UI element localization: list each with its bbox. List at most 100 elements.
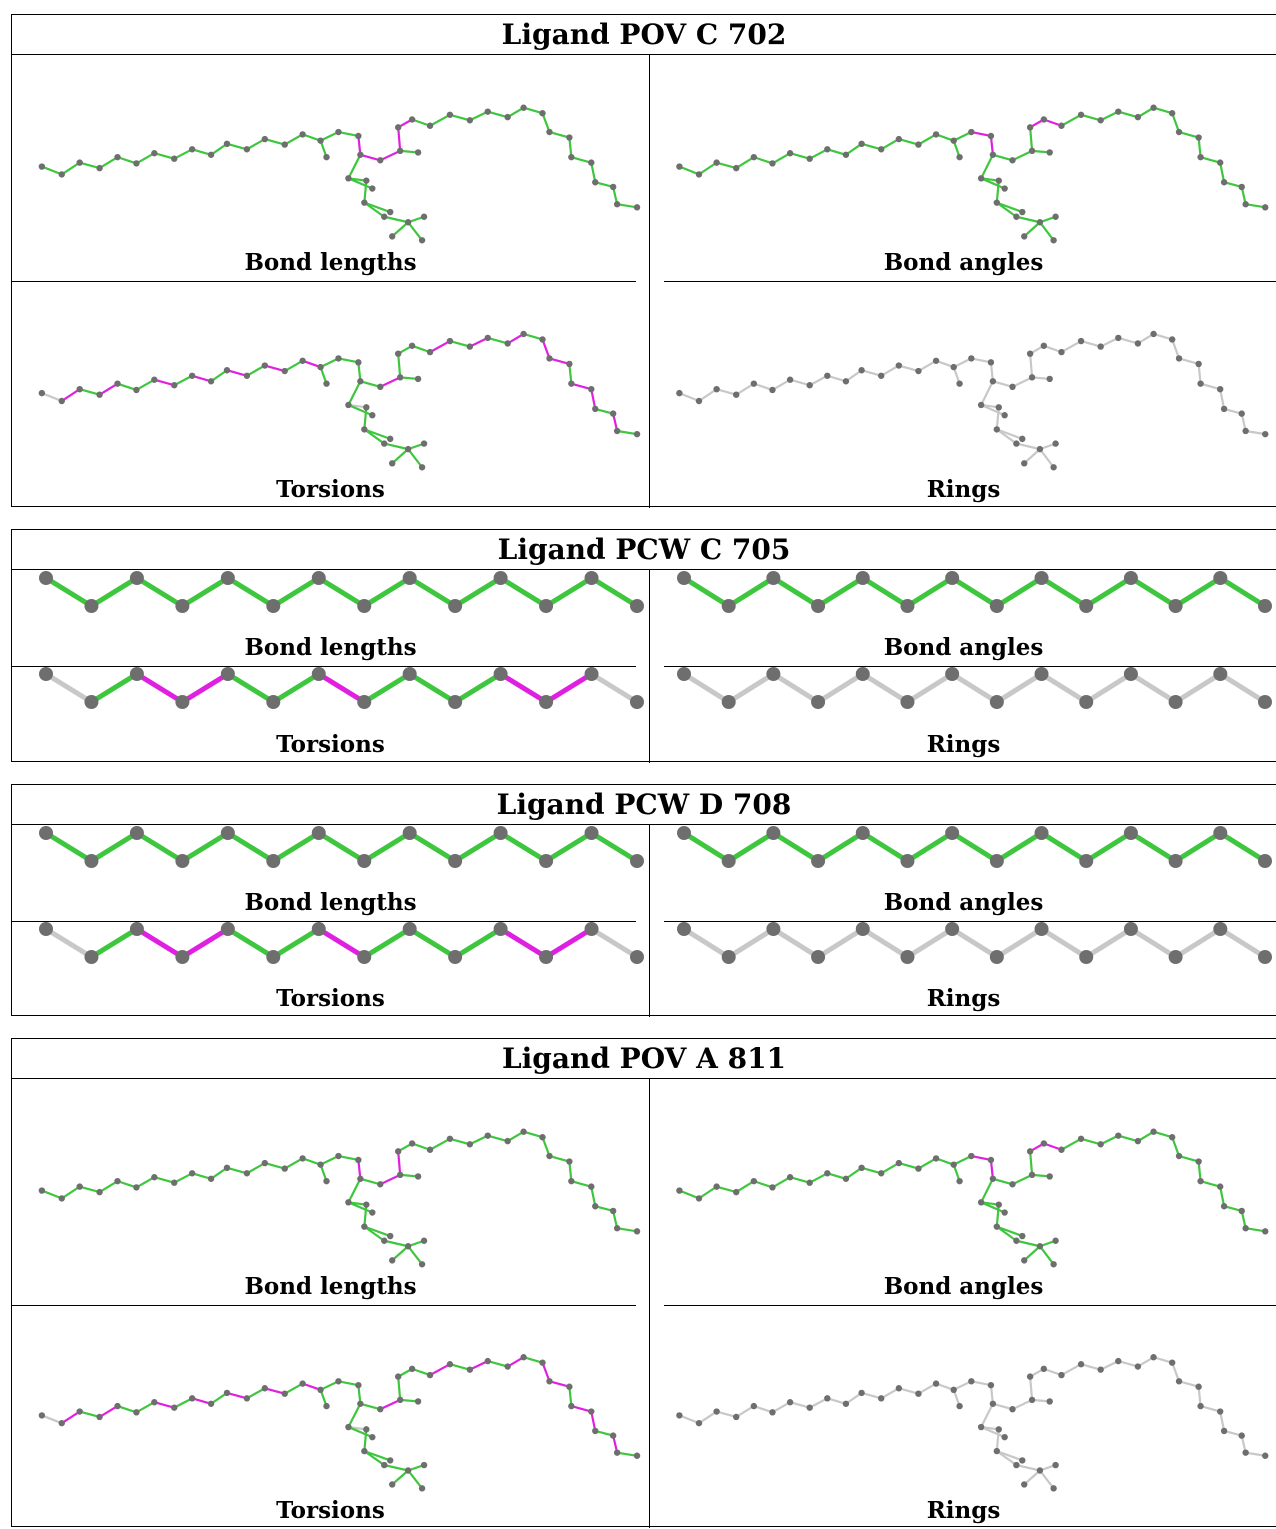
bond (263, 1387, 286, 1395)
atom (786, 376, 794, 383)
atom (446, 1361, 454, 1368)
atom (806, 155, 813, 162)
bond (397, 126, 402, 152)
bond (270, 830, 322, 864)
atom (989, 854, 1004, 868)
bond (1197, 1385, 1202, 1408)
bond (697, 388, 718, 403)
bond (88, 575, 140, 609)
bond (897, 137, 920, 146)
bond (1029, 1375, 1034, 1401)
atom (357, 854, 372, 868)
ligand-block: Ligand POV C 702 Bond lengths Bond angles T… (11, 14, 1276, 508)
atom (389, 233, 396, 240)
bond (697, 1410, 718, 1425)
bond (347, 403, 374, 417)
atom (539, 110, 546, 117)
atom (915, 367, 922, 375)
bond (1173, 575, 1223, 609)
bond (980, 1425, 1006, 1439)
bond (771, 152, 792, 165)
bond (337, 1154, 360, 1162)
bond (715, 1185, 738, 1194)
atom (1077, 337, 1085, 345)
atom (1195, 1158, 1202, 1165)
atom (1021, 1481, 1028, 1488)
atom (676, 163, 683, 170)
atom (448, 950, 463, 964)
bond (1117, 336, 1139, 345)
bond (522, 1130, 544, 1139)
atom (1001, 185, 1008, 192)
ligand-title: Ligand PCW D 708 (12, 785, 1276, 825)
bond (1219, 1185, 1226, 1208)
bond (270, 926, 322, 960)
bond (245, 1161, 266, 1175)
bond (1083, 830, 1134, 864)
bond (98, 1405, 119, 1419)
atom (584, 571, 599, 585)
atom (806, 382, 813, 389)
bond (1117, 1134, 1139, 1143)
atom (96, 1188, 103, 1196)
atom (989, 599, 1004, 613)
atom (389, 460, 396, 467)
atom (58, 1195, 65, 1202)
bond (191, 148, 213, 156)
bond (88, 926, 140, 960)
bond (40, 1189, 63, 1200)
bond (468, 1360, 489, 1371)
atom (402, 922, 417, 936)
atom (387, 1232, 394, 1240)
bond (788, 378, 811, 387)
bond (1171, 1361, 1181, 1383)
bond (568, 362, 573, 385)
atom (1150, 1354, 1157, 1361)
bond (498, 926, 549, 960)
bond (917, 359, 938, 373)
atom (609, 183, 617, 191)
atom (317, 1386, 324, 1394)
atom (39, 922, 53, 936)
atom (695, 171, 703, 178)
bond (860, 671, 910, 705)
bond (616, 203, 639, 209)
atom (377, 157, 384, 164)
atom (323, 153, 330, 161)
validation-panel: Torsions (12, 666, 649, 763)
atom (387, 208, 394, 216)
bond (1171, 338, 1181, 360)
atom (58, 397, 65, 405)
bond (383, 442, 410, 451)
atom (1258, 599, 1272, 613)
bond (788, 152, 811, 160)
bond (1099, 1134, 1120, 1146)
atom (584, 922, 599, 936)
atom (1258, 950, 1272, 964)
atom (84, 599, 99, 613)
molecule-render (677, 571, 1272, 613)
atom (361, 1447, 368, 1455)
bond (363, 428, 392, 440)
atom (1046, 1398, 1053, 1405)
atom (1036, 445, 1044, 453)
row-divider (664, 666, 1276, 667)
bond (361, 926, 413, 960)
bond (43, 575, 94, 609)
atom (381, 1461, 388, 1469)
atom (243, 1395, 251, 1402)
bond (1244, 1227, 1267, 1233)
atom (721, 695, 736, 709)
bond (995, 1450, 1024, 1462)
bond (1038, 448, 1055, 469)
bond (860, 369, 883, 377)
atom (188, 146, 196, 153)
bond (995, 1428, 1000, 1453)
atom (1150, 330, 1157, 338)
bond (949, 575, 1000, 609)
bond (697, 1185, 718, 1200)
atom (493, 922, 508, 936)
atom (355, 1156, 362, 1164)
atom (1009, 157, 1016, 164)
atom (932, 1380, 940, 1387)
